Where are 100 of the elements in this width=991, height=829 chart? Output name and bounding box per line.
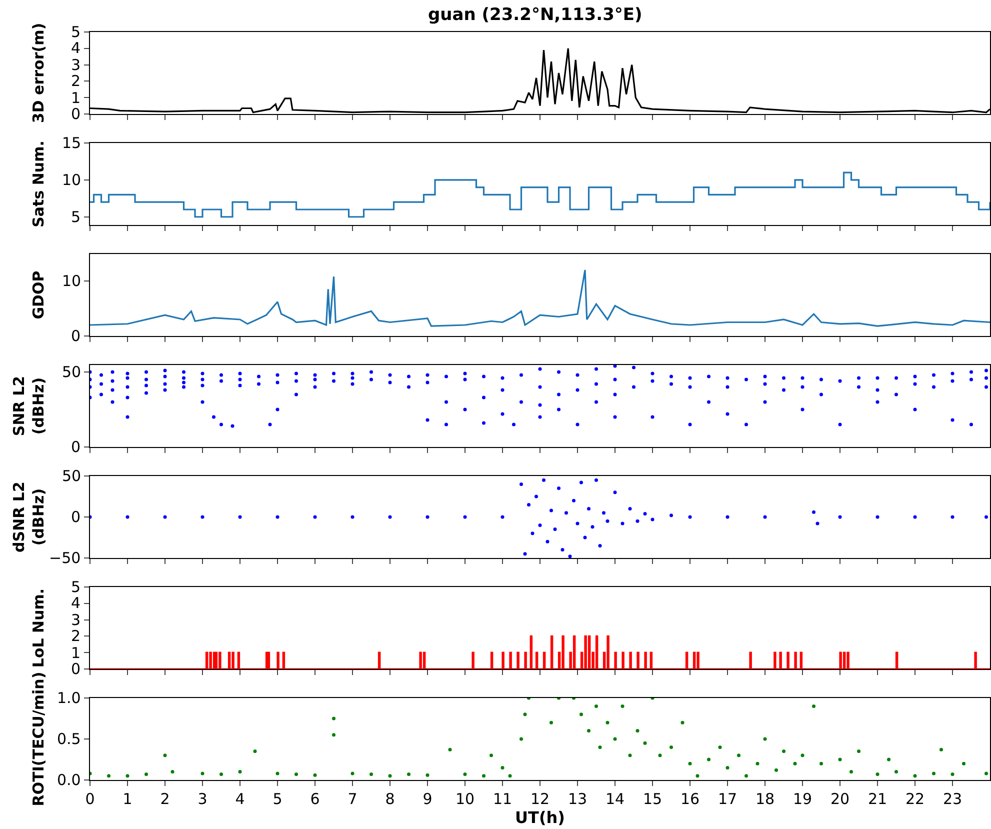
y-tick-label: 4 (71, 39, 81, 57)
point (546, 540, 550, 544)
x-tick-label: 15 (642, 790, 662, 808)
y-tick-label: 2 (71, 627, 81, 645)
point (527, 502, 530, 506)
y-tick-label: 0 (71, 105, 81, 123)
y-tick-label: −50 (49, 549, 81, 567)
x-tick-label: 16 (680, 790, 700, 808)
y-axis-title: SNR L2 (dBHz) (10, 376, 48, 436)
y-tick-label: 1 (71, 89, 81, 107)
chart-title: guan (23.2°N,113.3°E) (428, 4, 642, 25)
x-tick-label: 2 (160, 790, 170, 808)
point (557, 486, 560, 490)
point (636, 519, 640, 523)
x-tick-label: 12 (530, 790, 550, 808)
point (576, 522, 580, 526)
y-axis-title: 3D error(m) (29, 22, 48, 124)
y-tick-label: 0 (71, 327, 81, 345)
point (876, 515, 880, 519)
point (812, 510, 816, 514)
x-tick-label: 4 (235, 790, 245, 808)
point (726, 515, 730, 519)
y-tick-label: 15 (62, 134, 82, 152)
point (388, 515, 392, 519)
x-tick-label: 11 (492, 790, 512, 808)
x-tick-label: 6 (310, 790, 320, 808)
point (530, 532, 534, 536)
y-tick-label: 50 (62, 363, 82, 381)
point (523, 552, 527, 556)
x-tick-label: 3 (198, 790, 208, 808)
y-axis-title: LoL Num. (29, 588, 48, 668)
x-tick-label: 8 (385, 790, 395, 808)
x-tick-label: 14 (605, 790, 625, 808)
point (572, 498, 576, 502)
x-tick-label: 22 (905, 790, 925, 808)
point (500, 515, 504, 519)
point (564, 511, 568, 515)
y-tick-label: 3 (71, 611, 81, 629)
point (560, 548, 564, 552)
x-tick-label: 1 (122, 790, 132, 808)
point (620, 522, 624, 526)
line-series (90, 269, 990, 327)
y-axis-title: Sats Num. (29, 140, 48, 228)
point (587, 507, 590, 511)
point (688, 515, 692, 519)
y-tick-label: 1 (71, 644, 81, 662)
y-axis-title: ROTI(TECU/min) (29, 672, 48, 806)
y-axis-title: GDOP (29, 270, 48, 320)
point (598, 544, 602, 548)
point (816, 522, 820, 526)
x-tick-label: 10 (455, 790, 475, 808)
x-tick-label: 21 (868, 790, 888, 808)
x-tick-label: 23 (942, 790, 962, 808)
point (590, 525, 594, 529)
x-tick-label: 13 (568, 790, 588, 808)
point (643, 512, 647, 516)
x-tick-label: 9 (422, 790, 432, 808)
point (628, 507, 632, 511)
point (426, 515, 430, 519)
y-tick-label: 10 (62, 272, 82, 290)
point (568, 554, 572, 558)
y-tick-label: 4 (71, 594, 81, 612)
point (350, 515, 354, 519)
x-tick-label: 20 (830, 790, 850, 808)
point (126, 515, 130, 519)
point (542, 478, 546, 482)
x-tick-label: 0 (85, 790, 95, 808)
point (463, 515, 467, 519)
point (606, 519, 610, 523)
point (313, 515, 317, 519)
x-tick-label: 17 (718, 790, 738, 808)
x-tick-label: 5 (272, 790, 282, 808)
point (650, 518, 654, 522)
y-tick-label: 3 (71, 56, 81, 74)
y-tick-label: 0.0 (57, 771, 81, 789)
y-tick-label: 0 (71, 438, 81, 456)
point (238, 515, 242, 519)
y-tick-label: 0 (71, 508, 81, 526)
point (580, 480, 583, 484)
y-tick-label: 5 (71, 208, 81, 226)
x-axis-title: UT(h) (515, 808, 565, 827)
point (534, 494, 538, 498)
y-tick-label: 2 (71, 72, 81, 90)
x-tick-label: 19 (792, 790, 812, 808)
point (602, 511, 606, 515)
point (670, 514, 673, 518)
x-tick-label: 7 (348, 790, 358, 808)
y-tick-label: 1.0 (57, 689, 81, 707)
point (838, 515, 842, 519)
point (613, 490, 617, 494)
point (913, 515, 917, 519)
point (538, 523, 542, 527)
point (984, 515, 988, 519)
y-tick-label: 0.5 (57, 730, 81, 748)
y-tick-label: 5 (71, 23, 81, 41)
point (276, 515, 280, 519)
point (520, 482, 523, 486)
point (553, 528, 557, 532)
point (583, 536, 587, 540)
point (163, 515, 167, 519)
